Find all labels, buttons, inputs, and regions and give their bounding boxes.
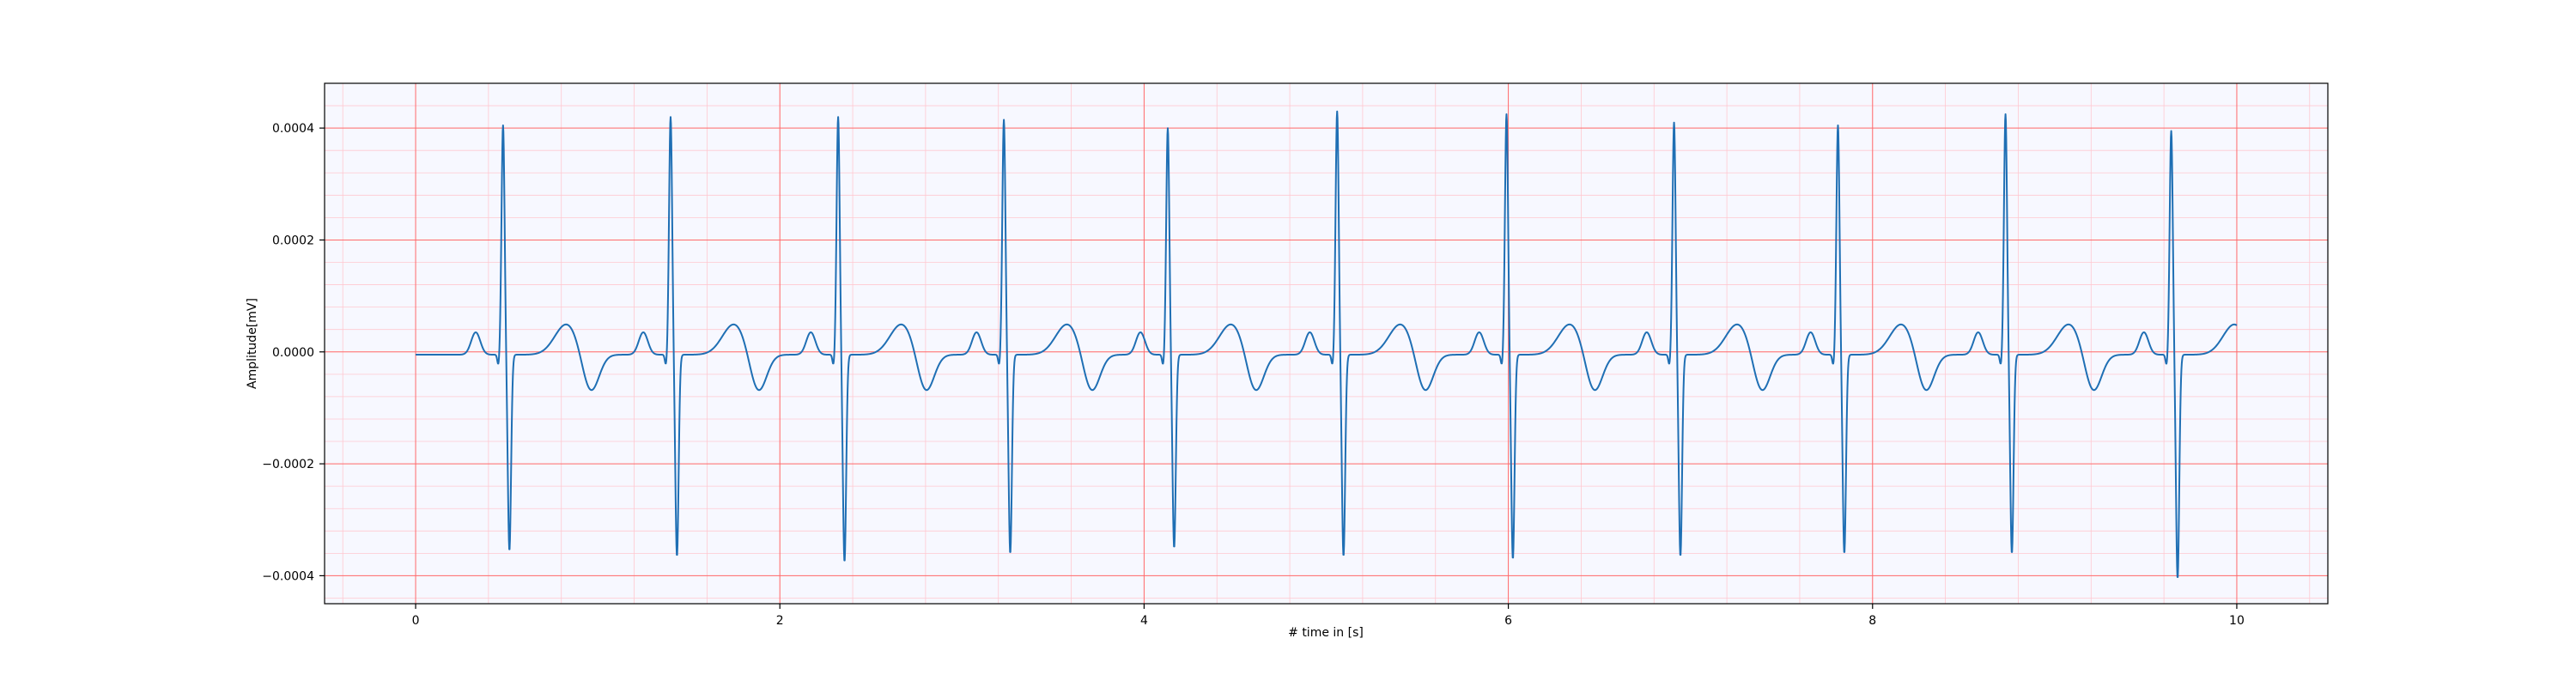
y-tick-label: −0.0002	[262, 458, 314, 471]
x-tick-label: 0	[412, 614, 420, 628]
x-axis-label: # time in [s]	[1288, 626, 1364, 640]
y-axis: −0.0004 −0.0002 0.0000 0.0002 0.0004	[262, 122, 325, 583]
x-tick-label: 2	[776, 614, 784, 628]
series-layer	[415, 110, 2238, 579]
y-tick-label: 0.0000	[272, 346, 314, 360]
y-axis-label: Amplitude[mV]	[246, 298, 259, 389]
x-tick-label: 8	[1868, 614, 1876, 628]
plot-frame	[324, 82, 2329, 605]
y-tick-label: −0.0004	[262, 569, 314, 583]
y-tick-label: 0.0004	[272, 122, 314, 136]
plot-area-background	[325, 83, 2328, 604]
x-tick-label: 4	[1140, 614, 1148, 628]
x-tick-label: 10	[2229, 614, 2245, 628]
x-tick-label: 6	[1504, 614, 1512, 628]
y-tick-label: 0.0002	[272, 234, 314, 247]
major-grid	[325, 83, 2328, 604]
ecg-signal-line	[415, 110, 2238, 579]
x-axis: 0 2 4 6 8 10	[412, 604, 2245, 628]
